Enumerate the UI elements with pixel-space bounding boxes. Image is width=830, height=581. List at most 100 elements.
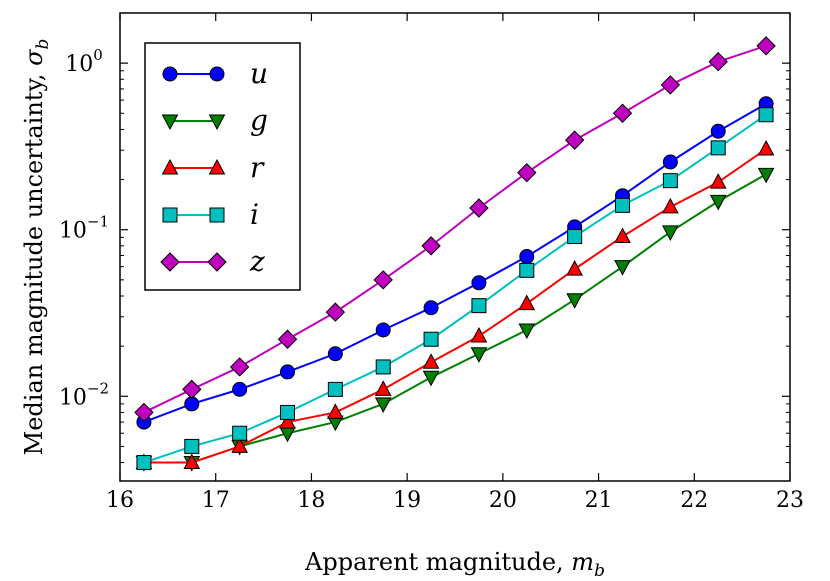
x-axis-label-symbol: m [571,548,594,576]
legend-entry-r: r [161,151,265,184]
tick-layer: 16 17 18 19 20 21 22 23 10−2 10−1 100 [59,12,804,513]
x-tick-label: 19 [393,488,421,513]
data-point-u [662,154,678,170]
data-point-i [232,425,248,441]
data-point-u [375,322,391,338]
legend-marker [161,158,179,175]
series-i [136,107,774,471]
data-point-r [470,326,488,343]
data-point-i [136,455,152,471]
data-point-r [374,380,392,396]
data-point-u [519,249,535,265]
x-tick-label: 18 [297,488,325,513]
x-axis-label: Apparent magnitude, mb [304,548,605,581]
data-point-g [662,225,679,241]
legend-marker [162,66,178,82]
legend-label: i [250,198,259,231]
series-layer [134,36,776,472]
legend-label: u [250,57,268,90]
legend-marker [161,114,179,131]
legend-marker [162,207,178,223]
data-point-z [708,52,728,72]
data-point-g [518,323,536,340]
data-point-r [518,294,536,311]
series-line-u [143,102,767,424]
data-point-u [423,300,439,316]
y-axis-label-main: Median magnitude uncertainty, [20,66,48,455]
data-point-z [325,302,346,322]
legend-label: z [249,245,265,278]
legend-entry-u: u [162,57,268,90]
data-point-z [373,270,393,290]
data-point-z [134,402,154,423]
data-point-z [182,379,202,400]
series-u [136,96,774,430]
data-point-u [710,123,726,139]
data-point-r [327,403,344,419]
x-tick-label: 17 [202,488,230,513]
data-point-u [232,381,248,397]
y-tick-label: 100 [65,46,103,77]
data-point-i [615,197,630,213]
legend-marker [209,66,225,82]
series-line-g [143,173,767,464]
data-point-r [709,173,727,189]
x-axis-label-sub: b [594,561,605,581]
plot-frame [119,12,791,482]
x-tick-label: 23 [776,488,804,513]
data-point-z [756,36,776,56]
data-point-r [566,260,583,276]
data-point-i [184,438,200,454]
series-line-i [143,113,767,464]
data-point-u [327,346,343,362]
data-point-g [566,293,583,309]
data-point-i [662,173,678,189]
series-z [134,36,776,423]
series-line-z [143,44,767,414]
x-tick-label: 21 [585,488,613,513]
y-axis-label-symbol: σ [20,49,48,66]
x-tick-label: 22 [680,488,708,513]
data-point-z [564,130,585,150]
x-axis-label-main: Apparent magnitude, [304,548,571,576]
data-point-z [517,162,537,183]
legend-entry-z: z [160,245,265,278]
data-point-i [423,331,439,347]
data-point-i [519,262,535,278]
data-point-z [612,103,633,123]
y-axis-label-sub: b [33,39,53,50]
x-tick-label: 16 [106,488,134,513]
data-point-z [469,198,489,218]
data-point-g [470,347,488,363]
legend-marker [208,158,226,175]
data-point-r [614,227,631,244]
data-point-g [709,194,727,211]
data-point-i [567,229,583,245]
series-line-r [143,148,767,464]
data-point-i [471,298,487,314]
data-point-r [422,353,440,369]
y-tick-label: 10−1 [59,213,109,244]
data-point-z [421,236,441,256]
data-point-r [231,437,248,453]
data-point-i [327,381,343,397]
data-point-r [662,197,679,214]
data-point-r [183,453,201,470]
data-point-z [277,329,298,349]
data-point-i [710,140,726,156]
data-point-g [374,397,392,413]
legend-entry-i: i [162,198,259,231]
legend-label: r [250,151,265,184]
data-point-g [422,370,440,387]
legend-marker [208,114,226,131]
legend-marker [209,207,225,223]
data-point-i [280,404,295,420]
data-point-u [471,275,487,291]
data-point-u [280,364,295,380]
data-point-g [757,167,775,184]
legend-marker [207,252,227,272]
data-point-i [375,359,391,375]
data-point-i [758,107,774,123]
data-point-g [614,260,631,276]
